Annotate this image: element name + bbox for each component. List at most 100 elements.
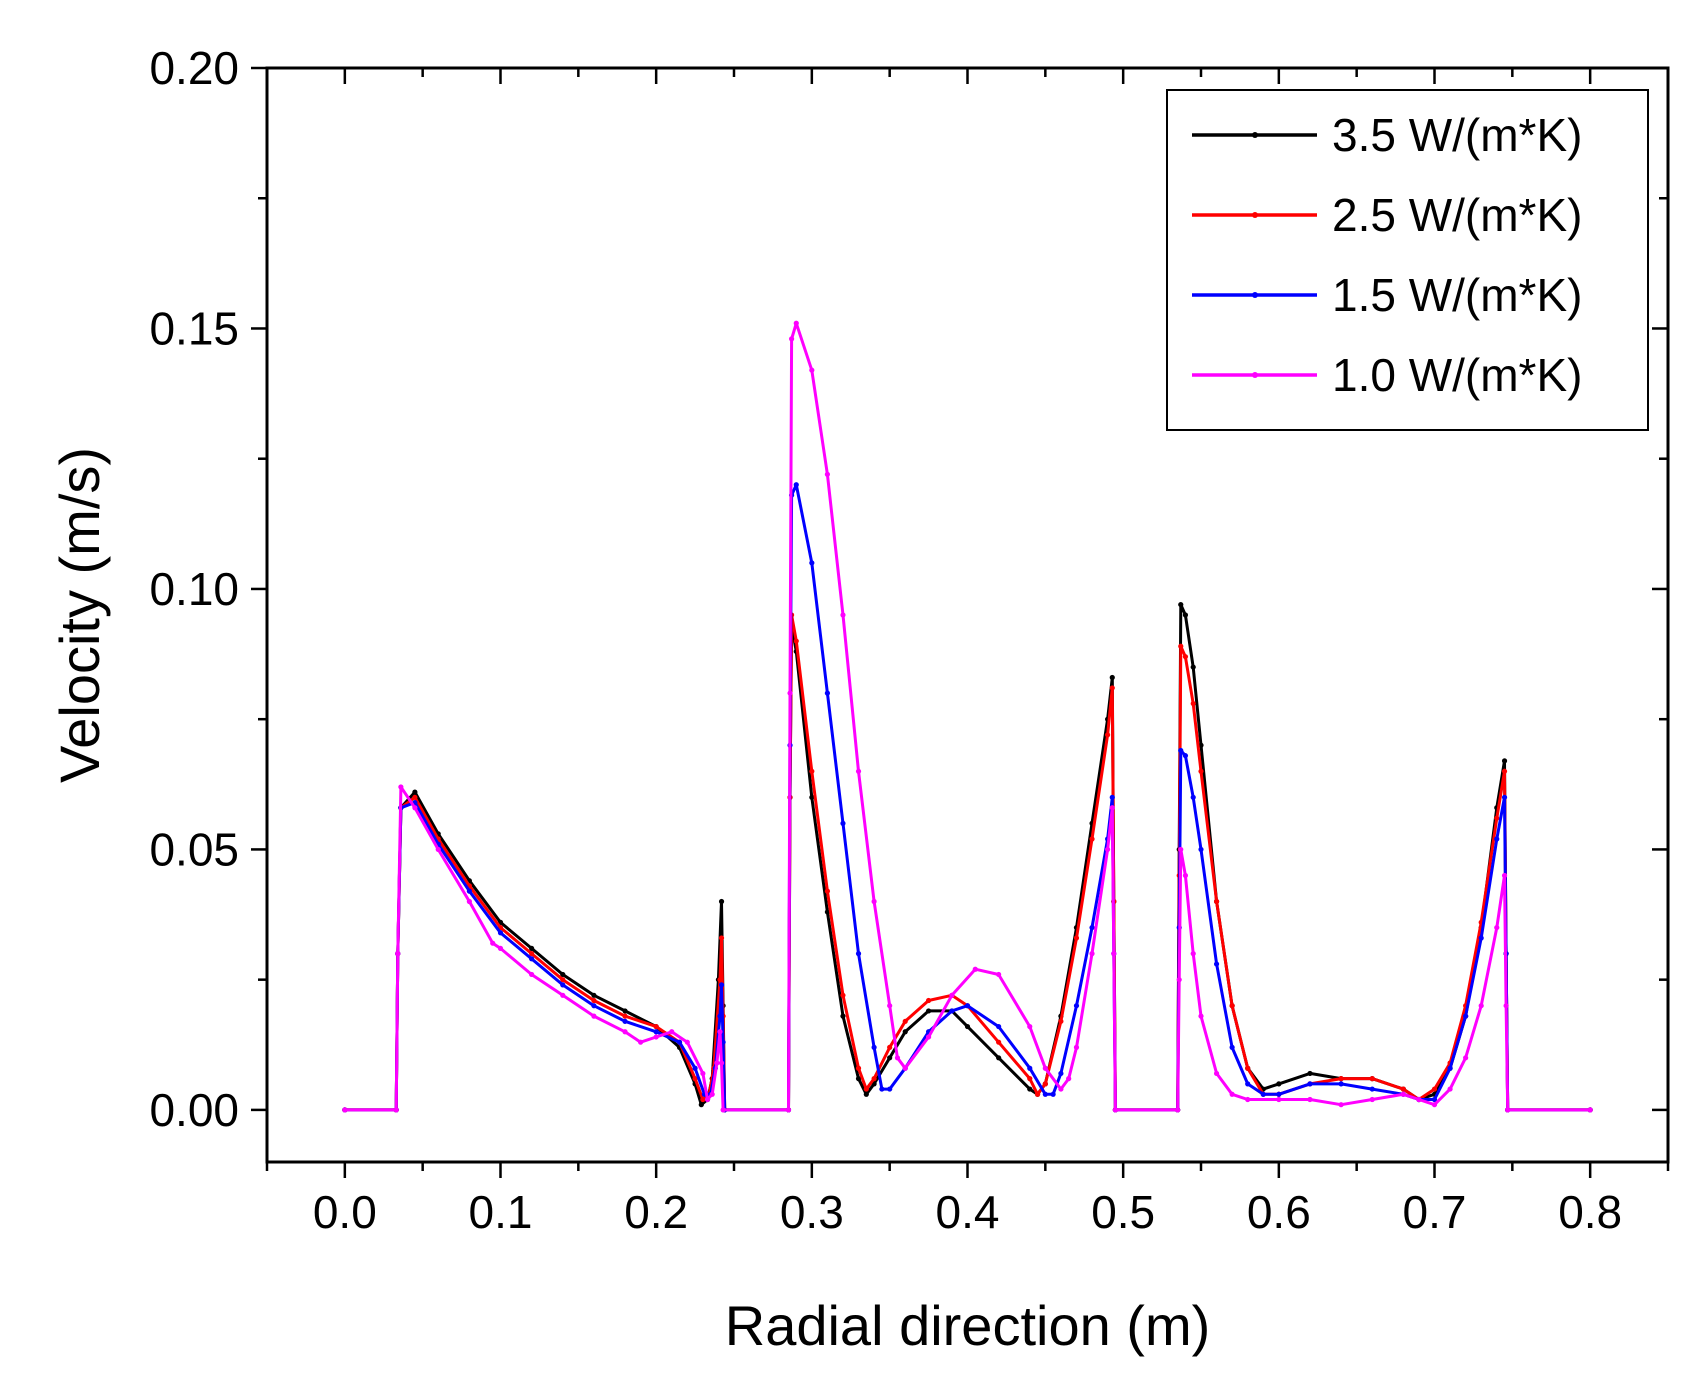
data-point xyxy=(964,1003,971,1009)
data-point xyxy=(793,638,799,644)
legend-marker xyxy=(1252,132,1258,138)
data-point xyxy=(1089,836,1095,842)
data-point xyxy=(1190,700,1196,707)
data-point xyxy=(1178,601,1184,608)
data-point xyxy=(863,1086,869,1092)
data-point xyxy=(1229,1003,1235,1009)
data-point xyxy=(1229,1044,1235,1050)
data-point xyxy=(824,471,831,477)
data-point xyxy=(1182,654,1189,660)
data-point xyxy=(669,1029,675,1035)
data-point xyxy=(809,560,815,566)
data-point xyxy=(1027,1023,1033,1030)
data-point xyxy=(793,482,799,488)
data-point xyxy=(840,1013,846,1019)
data-point xyxy=(1073,935,1080,941)
legend: 3.5 W/(m*K) 2.5 W/(m*K) 1.5 W/(m*K) 1.0 W/(… xyxy=(1166,89,1649,431)
data-point xyxy=(1109,674,1115,681)
data-point xyxy=(398,784,404,790)
data-point xyxy=(638,1039,644,1045)
x-axis: 0.0 0.1 0.2 0.3 0.4 0.5 0.6 0.7 0.8 xyxy=(265,68,1670,1238)
data-point xyxy=(824,690,831,696)
data-point xyxy=(1245,1096,1251,1103)
data-point xyxy=(1111,951,1117,957)
data-point xyxy=(560,977,566,983)
data-point xyxy=(1494,836,1500,842)
y-axis-title: Velocity (m/s) xyxy=(48,447,111,783)
data-point xyxy=(1182,872,1189,879)
data-point xyxy=(996,1039,1002,1045)
data-point xyxy=(1175,1107,1181,1113)
data-point xyxy=(1198,1013,1204,1019)
data-point xyxy=(1089,924,1095,931)
data-point xyxy=(840,612,846,618)
data-point xyxy=(855,768,862,774)
data-point xyxy=(1587,1107,1593,1113)
data-point xyxy=(949,1008,955,1014)
data-point xyxy=(1198,742,1204,748)
data-point xyxy=(1089,951,1095,957)
x-tick-label: 0.1 xyxy=(469,1186,533,1238)
data-point xyxy=(1369,1096,1375,1103)
data-point xyxy=(785,1107,792,1113)
data-point xyxy=(824,909,831,915)
data-point xyxy=(698,1102,704,1108)
x-tick-label: 0.7 xyxy=(1403,1186,1467,1238)
data-point xyxy=(871,1044,877,1050)
data-point xyxy=(529,956,535,962)
data-point xyxy=(1505,1107,1511,1113)
data-point xyxy=(1447,1065,1453,1071)
data-point xyxy=(1431,1086,1438,1092)
data-point xyxy=(925,1034,932,1040)
y-tick-label: 0.00 xyxy=(149,1084,239,1136)
data-point xyxy=(1431,1102,1438,1108)
data-point xyxy=(1494,815,1500,821)
data-point xyxy=(925,997,932,1004)
data-point xyxy=(342,1107,348,1113)
legend-label: 2.5 W/(m*K) xyxy=(1332,189,1582,241)
data-point xyxy=(1369,1076,1375,1082)
data-point xyxy=(560,971,566,978)
data-point xyxy=(1213,1070,1220,1077)
legend-marker xyxy=(1252,212,1258,218)
data-point xyxy=(1276,1091,1282,1097)
data-point xyxy=(591,1003,597,1009)
data-point xyxy=(591,1013,597,1019)
data-point xyxy=(529,945,535,952)
data-point xyxy=(1058,1086,1064,1092)
y-tick-label: 0.20 xyxy=(149,42,239,94)
data-point xyxy=(863,1091,869,1097)
data-point xyxy=(529,971,535,978)
data-point xyxy=(902,1065,908,1071)
data-point xyxy=(1338,1081,1344,1087)
data-point xyxy=(1478,935,1484,941)
data-point xyxy=(1073,1044,1080,1050)
data-point xyxy=(529,951,535,957)
data-point xyxy=(718,935,725,941)
data-point xyxy=(1276,1081,1282,1087)
data-point xyxy=(1176,977,1182,983)
data-point xyxy=(902,1029,908,1035)
data-point xyxy=(1190,664,1196,670)
x-axis-title: Radial direction (m) xyxy=(725,1294,1211,1357)
data-point xyxy=(894,1055,901,1061)
data-point xyxy=(996,971,1002,978)
data-point xyxy=(717,977,723,983)
data-point xyxy=(793,320,799,326)
data-point xyxy=(700,1070,706,1077)
data-point xyxy=(887,1003,893,1009)
data-point xyxy=(653,1023,659,1030)
data-point xyxy=(591,992,597,998)
data-point xyxy=(1190,794,1196,800)
x-tick-label: 0.3 xyxy=(780,1186,844,1238)
data-point xyxy=(704,1096,711,1103)
data-point xyxy=(871,898,877,905)
data-point xyxy=(393,1107,399,1113)
legend-item: 1.0 W/(m*K) xyxy=(1192,349,1582,401)
data-point xyxy=(1400,1086,1406,1092)
data-point xyxy=(1027,1076,1033,1082)
data-point xyxy=(1338,1102,1344,1108)
data-point xyxy=(1463,1055,1469,1061)
data-point xyxy=(653,1034,659,1040)
